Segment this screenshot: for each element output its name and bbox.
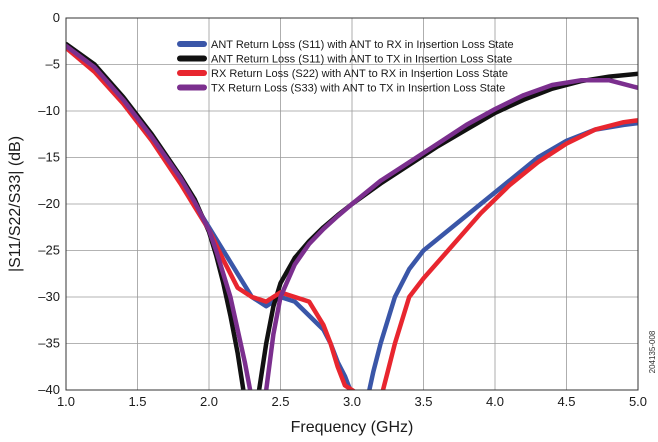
- y-tick-label: –10: [38, 103, 60, 118]
- x-tick-label: 4.5: [557, 394, 575, 409]
- x-tick-label: 3.5: [414, 394, 432, 409]
- y-axis-ticks: 0 –5 –10 –15 –20 –25 –30 –35 –40: [38, 10, 60, 397]
- x-tick-label: 2.0: [200, 394, 218, 409]
- y-tick-label: –40: [38, 382, 60, 397]
- figure-id: 204135-008: [648, 330, 657, 373]
- x-tick-label: 3.0: [343, 394, 361, 409]
- y-tick-label: –25: [38, 243, 60, 258]
- y-tick-label: –15: [38, 150, 60, 165]
- legend-label-3: RX Return Loss (S22) with ANT to RX in I…: [211, 68, 508, 80]
- x-tick-label: 2.5: [271, 394, 289, 409]
- series-line-4: [66, 43, 638, 390]
- y-tick-label: –30: [38, 289, 60, 304]
- y-tick-label: –35: [38, 336, 60, 351]
- x-tick-label: 4.0: [486, 394, 504, 409]
- legend-label-2: ANT Return Loss (S11) with ANT to TX in …: [211, 54, 512, 66]
- y-tick-label: –5: [46, 57, 60, 72]
- legend-label-4: TX Return Loss (S33) with ANT to TX in I…: [211, 83, 505, 95]
- y-tick-label: –20: [38, 196, 60, 211]
- legend-label-1: ANT Return Loss (S11) with ANT to RX in …: [211, 39, 514, 51]
- series-lines: [66, 41, 638, 390]
- x-tick-label: 1.0: [57, 394, 75, 409]
- x-axis-ticks: 1.0 1.5 2.0 2.5 3.0 3.5 4.0 4.5 5.0: [57, 394, 647, 409]
- legend: ANT Return Loss (S11) with ANT to RX in …: [177, 39, 514, 95]
- y-axis-title: |S11/S22/S33| (dB): [7, 136, 24, 272]
- x-tick-label: 5.0: [629, 394, 647, 409]
- x-axis-title: Frequency (GHz): [291, 419, 414, 436]
- plot-frame: [65, 17, 639, 391]
- y-tick-label: 0: [53, 10, 60, 25]
- x-tick-label: 1.5: [128, 394, 146, 409]
